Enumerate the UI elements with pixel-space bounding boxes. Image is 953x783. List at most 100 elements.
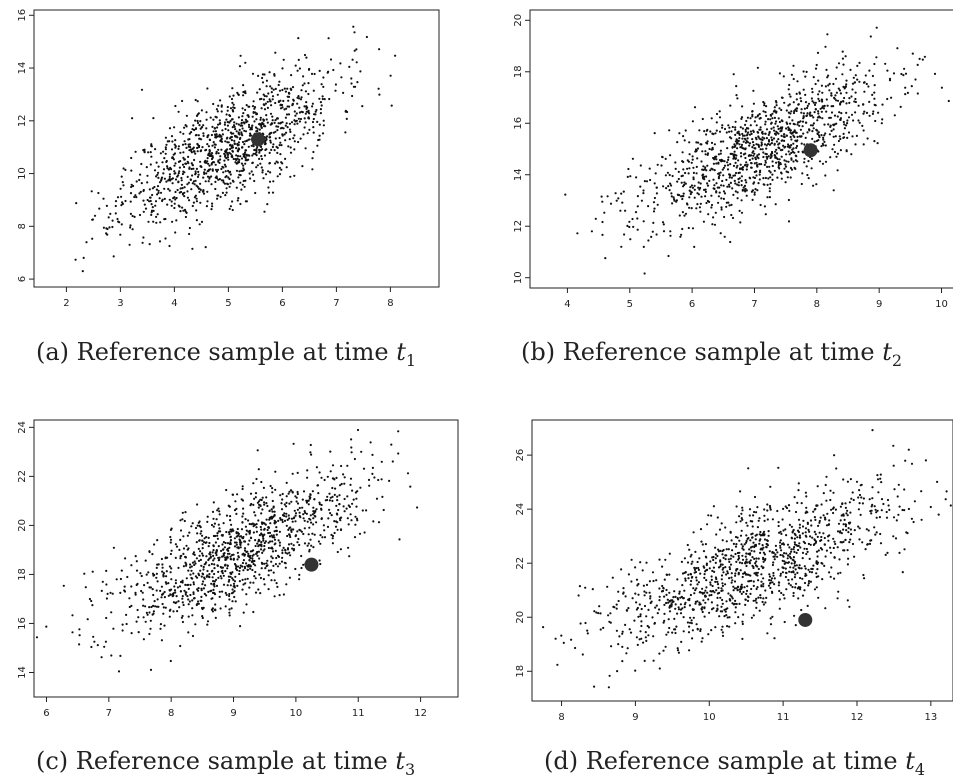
data-point: [789, 112, 792, 115]
data-point: [739, 163, 742, 166]
data-point: [634, 211, 638, 214]
data-point: [670, 603, 673, 606]
data-point: [761, 132, 764, 135]
data-point: [778, 147, 781, 150]
data-point: [233, 142, 236, 146]
data-point: [249, 565, 252, 568]
data-point: [829, 551, 832, 554]
data-point: [636, 205, 639, 208]
data-point: [185, 146, 188, 149]
data-point: [929, 505, 932, 509]
data-point: [854, 74, 857, 77]
data-point: [766, 509, 769, 512]
data-point: [312, 117, 315, 121]
data-point: [647, 608, 650, 611]
data-point: [730, 137, 733, 140]
data-point: [206, 569, 209, 573]
data-point: [130, 564, 133, 567]
data-point: [244, 179, 247, 182]
data-point: [105, 204, 108, 207]
data-point: [228, 608, 231, 611]
data-point: [221, 534, 224, 537]
data-point: [813, 111, 816, 114]
data-point: [759, 128, 762, 131]
data-point: [208, 176, 211, 179]
data-point: [237, 132, 240, 135]
data-point: [334, 89, 337, 92]
data-point: [730, 572, 733, 575]
data-point: [145, 166, 148, 169]
data-point: [762, 577, 765, 580]
data-point: [206, 515, 209, 518]
data-point: [817, 596, 820, 599]
data-point: [216, 532, 219, 535]
data-point: [780, 177, 783, 180]
data-point: [233, 562, 237, 566]
data-point: [241, 521, 244, 524]
data-point: [303, 117, 306, 120]
data-point: [178, 166, 181, 169]
data-point: [718, 191, 721, 194]
data-point: [668, 552, 671, 555]
data-point: [808, 113, 811, 116]
data-point: [720, 587, 723, 590]
data-point: [763, 508, 766, 511]
data-point: [639, 613, 642, 616]
data-point: [170, 135, 174, 138]
data-point: [797, 121, 800, 124]
data-point: [692, 176, 695, 179]
data-point: [601, 233, 604, 236]
data-point: [838, 135, 841, 138]
data-point: [653, 621, 656, 625]
data-point: [206, 520, 209, 523]
data-point: [247, 519, 250, 522]
data-point: [721, 582, 724, 585]
data-point: [154, 204, 157, 207]
data-point: [243, 549, 247, 552]
data-point: [286, 126, 289, 129]
data-point: [317, 492, 320, 495]
data-point: [289, 146, 292, 149]
data-point: [817, 79, 820, 82]
data-point: [248, 529, 251, 532]
caption-a-text: (a) Reference sample at time: [36, 338, 397, 366]
data-point: [212, 588, 215, 591]
data-point: [621, 645, 624, 648]
data-point: [693, 245, 696, 248]
y-tick-label: 16: [513, 117, 524, 130]
data-point: [871, 74, 874, 78]
data-point: [710, 141, 714, 144]
data-point: [756, 586, 759, 589]
data-point: [600, 195, 603, 198]
data-point: [691, 560, 694, 563]
data-point: [638, 638, 641, 641]
data-point: [854, 111, 857, 114]
data-point: [287, 91, 290, 94]
data-point: [674, 628, 677, 631]
data-point: [200, 109, 203, 112]
data-point: [259, 525, 262, 529]
data-point: [227, 121, 230, 124]
data-point: [210, 208, 213, 211]
data-point: [780, 139, 783, 142]
data-point: [839, 102, 842, 105]
data-point: [198, 124, 201, 127]
data-point: [722, 566, 725, 570]
data-point: [318, 69, 321, 72]
data-point: [309, 443, 312, 447]
caption-c: (c) Reference sample at time t3: [36, 747, 415, 779]
data-point: [193, 560, 196, 563]
data-point: [148, 632, 151, 636]
data-point: [278, 541, 281, 544]
data-point: [703, 188, 706, 191]
data-point: [635, 636, 638, 639]
data-point: [152, 117, 155, 120]
data-point: [720, 578, 723, 581]
data-point: [893, 488, 896, 491]
data-point: [701, 174, 704, 177]
data-point: [797, 597, 800, 600]
data-point: [886, 97, 889, 101]
data-point: [787, 160, 790, 163]
data-point: [222, 548, 225, 551]
data-point: [254, 492, 258, 495]
